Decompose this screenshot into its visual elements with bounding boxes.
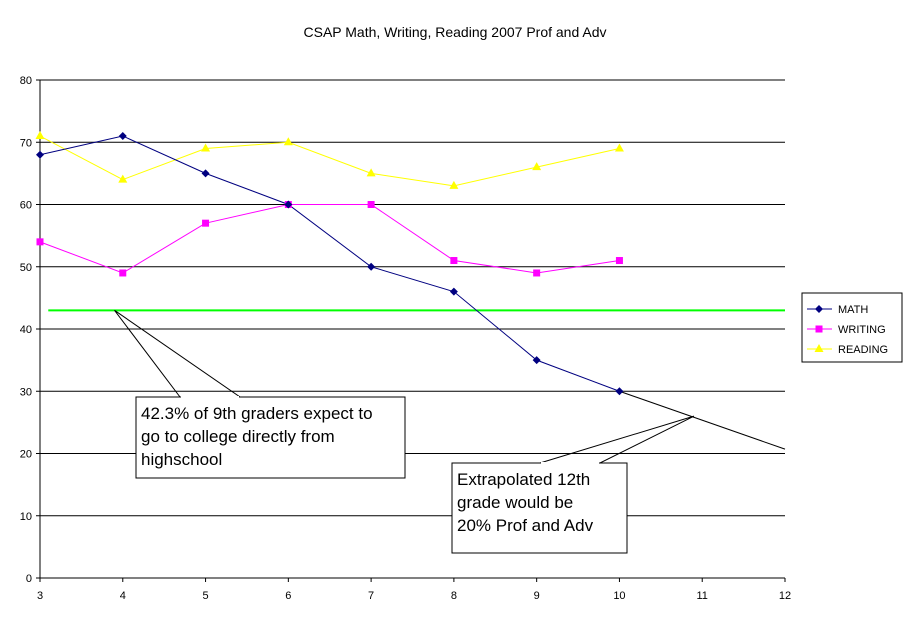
writing-point	[36, 238, 44, 246]
math-point	[615, 387, 624, 396]
reading-point	[449, 180, 459, 189]
reading-line	[39, 135, 620, 187]
callout-box	[135, 396, 406, 479]
y-tick-label: 70	[20, 137, 32, 149]
math-line	[39, 135, 620, 392]
callout-pointer	[539, 415, 695, 464]
writing-line	[39, 204, 620, 274]
x-tick-label: 4	[120, 590, 126, 602]
reading-point	[532, 162, 542, 171]
math-point	[367, 262, 376, 271]
legend-label: READING	[838, 344, 888, 356]
reading-point	[118, 174, 128, 183]
reading-point	[35, 131, 45, 140]
y-tick-label: 40	[20, 324, 32, 336]
x-tick-label: 7	[368, 590, 374, 602]
legend-marker	[815, 325, 823, 333]
reading-point	[283, 137, 293, 146]
legend: MATH WRITING READING	[801, 292, 903, 363]
writing-point	[450, 257, 458, 265]
chart-title: CSAP Math, Writing, Reading 2007 Prof an…	[304, 24, 607, 40]
x-tick-label: 9	[534, 590, 540, 602]
legend-marker	[815, 305, 823, 313]
x-tick-label: 8	[451, 590, 457, 602]
reading-point	[366, 168, 376, 177]
callout-text: 20% Prof and Adv	[457, 516, 594, 535]
legend-marker	[814, 344, 824, 352]
callout-pointer	[114, 309, 242, 398]
x-tick-label: 3	[37, 590, 43, 602]
reading-point	[201, 143, 211, 152]
legend-label: WRITING	[838, 324, 886, 336]
callout-text: go to college directly from	[141, 427, 335, 446]
math-point	[36, 150, 44, 159]
y-tick-label: 50	[20, 262, 32, 274]
math-point	[118, 132, 127, 141]
callout-text: highschool	[141, 450, 222, 469]
writing-point	[533, 269, 541, 277]
writing-point	[367, 201, 375, 208]
extrapolation-line	[619, 390, 786, 450]
x-tick-label: 10	[613, 590, 625, 602]
y-tick-label: 20	[20, 449, 32, 461]
writing-point	[119, 269, 127, 277]
x-tick-label: 6	[285, 590, 291, 602]
callout-text: grade would be	[457, 493, 573, 512]
x-tick-label: 5	[202, 590, 208, 602]
math-point	[532, 356, 541, 365]
y-tick-label: 10	[20, 511, 32, 523]
writing-point	[615, 257, 623, 265]
math-point	[449, 287, 458, 296]
x-tick-label: 12	[779, 590, 791, 602]
math-point	[201, 169, 210, 178]
callout-text: Extrapolated 12th	[457, 470, 590, 489]
callout-box	[451, 462, 628, 554]
math-point	[284, 200, 293, 209]
y-tick-label: 0	[26, 573, 32, 585]
y-tick-label: 80	[20, 75, 32, 87]
y-tick-label: 30	[20, 386, 32, 398]
x-tick-label: 11	[697, 590, 708, 602]
y-tick-label: 60	[20, 200, 32, 212]
callout-text: 42.3% of 9th graders expect to	[141, 404, 373, 423]
writing-point	[202, 219, 210, 227]
reading-point	[614, 143, 624, 152]
legend-label: MATH	[838, 304, 868, 316]
